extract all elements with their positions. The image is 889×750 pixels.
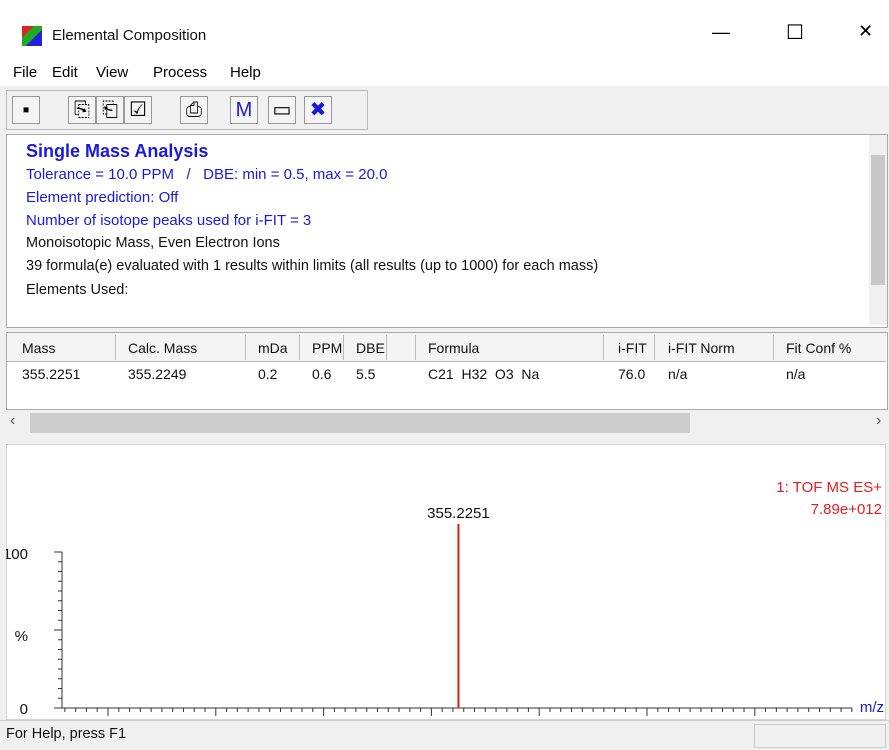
column-header: Fit Conf % — [786, 340, 852, 356]
h-scroll-thumb[interactable] — [30, 413, 690, 433]
intensity-label: 7.89e+012 — [811, 501, 882, 518]
menu-bar — [0, 58, 889, 86]
spectrum-panel: 354.900355.000355.100355.200355.300355.4… — [6, 444, 886, 720]
table-cell: 0.6 — [312, 366, 332, 382]
app-icon — [22, 26, 42, 46]
table-header — [7, 333, 886, 362]
table-cell: n/a — [786, 366, 806, 382]
save-button[interactable]: ▪ — [12, 96, 40, 124]
status-text: For Help, press F1 — [6, 726, 127, 742]
column-divider — [773, 335, 774, 360]
info-heading: Single Mass Analysis — [26, 141, 209, 161]
column-header: mDa — [258, 340, 288, 356]
column-header: Formula — [428, 340, 480, 356]
spectrum-background — [6, 444, 886, 720]
scroll-right[interactable]: › — [876, 412, 882, 429]
status-pane — [754, 724, 886, 748]
menu-file[interactable]: File — [13, 64, 38, 81]
close-button[interactable]: ✕ — [858, 21, 874, 41]
menu-help[interactable]: Help — [230, 64, 261, 81]
info-scroll-thumb[interactable] — [871, 155, 885, 285]
table-cell: 355.2249 — [128, 366, 187, 382]
column-header: Calc. Mass — [128, 340, 198, 356]
column-divider — [115, 335, 116, 360]
column-header: DBE — [356, 340, 385, 356]
maximize-button[interactable]: ☐ — [786, 22, 804, 44]
toolbar — [6, 90, 368, 130]
status-bar — [0, 720, 889, 750]
column-divider — [245, 335, 246, 360]
window-button[interactable]: ▭ — [268, 96, 296, 124]
info-line: Tolerance = 10.0 PPM / DBE: min = 0.5, m… — [26, 166, 388, 183]
column-divider — [386, 335, 387, 360]
table-cell: 355.2251 — [22, 366, 81, 382]
info-panel — [6, 134, 888, 328]
title-bar — [0, 0, 889, 58]
table-cell: 76.0 — [618, 366, 646, 382]
print-button[interactable]: ⎙ — [180, 96, 208, 124]
scroll-left[interactable]: ‹ — [10, 412, 16, 429]
column-header: Mass — [22, 340, 56, 356]
column-divider — [603, 335, 604, 360]
column-header: PPM — [312, 340, 343, 356]
axes: 354.900355.000355.100355.200355.300355.4… — [54, 551, 853, 716]
column-header: i-FIT Norm — [668, 340, 735, 356]
column-divider — [343, 335, 344, 360]
menu-view[interactable]: View — [96, 64, 129, 81]
fit-button[interactable]: ✖ — [304, 96, 332, 124]
y-label-100: 100 — [6, 546, 28, 563]
column-divider — [654, 335, 655, 360]
y-label-percent: % — [15, 628, 28, 645]
x-unit: m/z — [860, 699, 884, 716]
peak-label: 355.2251 — [427, 505, 490, 522]
column-divider — [415, 335, 416, 360]
properties-button[interactable]: ☑ — [124, 96, 152, 124]
table-cell: n/a — [668, 366, 688, 382]
table-cell: 5.5 — [356, 366, 376, 382]
info-line: Element prediction: Off — [26, 189, 179, 206]
minimize-button[interactable]: — — [712, 22, 730, 42]
info-line: Elements Used: — [26, 282, 129, 298]
copy-button[interactable]: ⎘ — [68, 96, 96, 124]
info-line: Monoisotopic Mass, Even Electron Ions — [26, 235, 280, 251]
m-button[interactable]: M — [230, 96, 258, 124]
y-label-0: 0 — [20, 701, 28, 718]
table-cell: 0.2 — [258, 366, 278, 382]
info-line: Number of isotope peaks used for i-FIT =… — [26, 212, 312, 229]
menu-process[interactable]: Process — [153, 64, 208, 81]
menu-edit[interactable]: Edit — [52, 64, 78, 81]
column-divider — [299, 335, 300, 360]
info-line: 39 formula(e) evaluated with 1 results w… — [26, 258, 599, 274]
column-header: i-FIT — [618, 340, 647, 356]
trace-label: 1: TOF MS ES+ — [776, 479, 882, 496]
window-title: Elemental Composition — [52, 27, 207, 44]
paste-button[interactable]: ⎗ — [96, 96, 124, 124]
table-cell: C21 H32 O3 Na — [428, 366, 540, 382]
